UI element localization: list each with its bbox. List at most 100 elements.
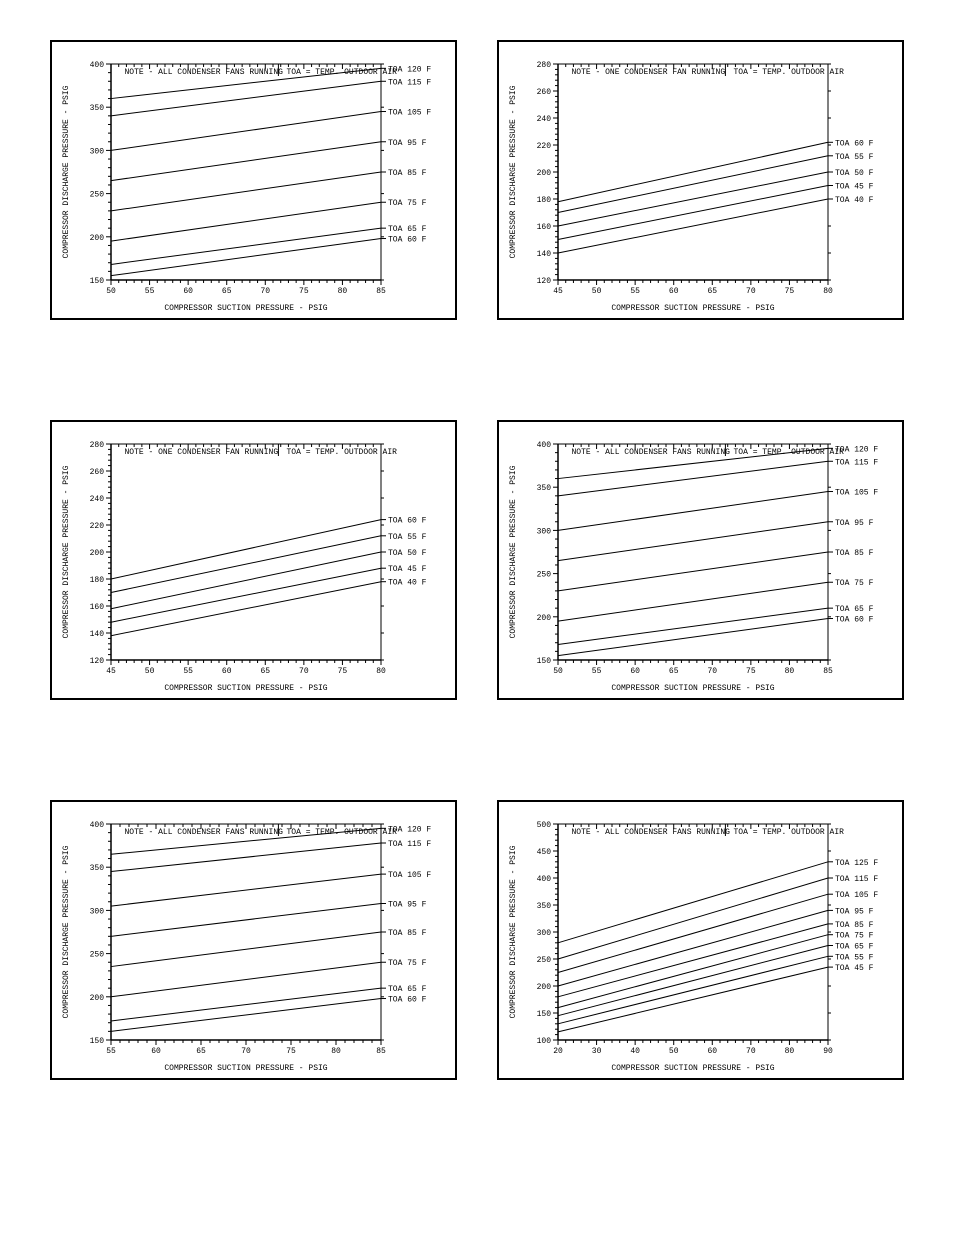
chart-toa-note: TOA = TEMP. OUTDOOR AIR bbox=[734, 68, 845, 77]
series-label: TOA 115 F bbox=[835, 458, 878, 467]
chart-note: NOTE - ALL CONDENSER FANS RUNNING bbox=[125, 828, 284, 837]
svg-text:20: 20 bbox=[553, 1047, 563, 1056]
series-line bbox=[111, 988, 381, 1021]
series-line bbox=[111, 172, 381, 211]
series-label: TOA 115 F bbox=[388, 840, 431, 849]
svg-text:45: 45 bbox=[106, 667, 116, 676]
series-label: TOA 40 F bbox=[388, 579, 427, 588]
svg-text:50: 50 bbox=[669, 1047, 679, 1056]
svg-text:80: 80 bbox=[331, 1047, 341, 1056]
svg-text:350: 350 bbox=[537, 902, 552, 911]
series-line bbox=[111, 112, 381, 151]
svg-text:400: 400 bbox=[90, 821, 105, 830]
chart-note: NOTE - ALL CONDENSER FANS RUNNING bbox=[125, 68, 284, 77]
series-label: TOA 115 F bbox=[835, 875, 878, 884]
chart-note: NOTE - ONE CONDENSER FAN RUNNING bbox=[572, 68, 726, 77]
svg-text:180: 180 bbox=[90, 576, 105, 585]
svg-text:80: 80 bbox=[785, 667, 795, 676]
series-label: TOA 95 F bbox=[388, 900, 427, 909]
series-label: TOA 85 F bbox=[835, 921, 874, 930]
y-axis-label: COMPRESSOR DISCHARGE PRESSURE - PSIG bbox=[62, 465, 71, 638]
series-line bbox=[111, 520, 381, 579]
svg-text:75: 75 bbox=[286, 1047, 296, 1056]
svg-text:85: 85 bbox=[823, 667, 833, 676]
series-line bbox=[111, 582, 381, 636]
svg-text:60: 60 bbox=[183, 287, 193, 296]
series-line bbox=[558, 619, 828, 656]
svg-text:50: 50 bbox=[106, 287, 116, 296]
series-label: TOA 60 F bbox=[388, 236, 427, 245]
series-line bbox=[111, 962, 381, 997]
series-label: TOA 85 F bbox=[388, 929, 427, 938]
series-line bbox=[558, 172, 828, 226]
series-line bbox=[111, 932, 381, 967]
svg-text:80: 80 bbox=[785, 1047, 795, 1056]
chart-svg: 2030405060708090100150200250300350400450… bbox=[503, 806, 898, 1074]
series-label: TOA 95 F bbox=[388, 139, 427, 148]
x-axis-label: COMPRESSOR SUCTION PRESSURE - PSIG bbox=[611, 1064, 774, 1073]
svg-text:220: 220 bbox=[537, 142, 552, 151]
y-axis-label: COMPRESSOR DISCHARGE PRESSURE - PSIG bbox=[62, 85, 71, 258]
chart-note: NOTE - ALL CONDENSER FANS RUNNING bbox=[572, 448, 731, 457]
svg-text:400: 400 bbox=[537, 875, 552, 884]
series-line bbox=[558, 935, 828, 1008]
svg-text:55: 55 bbox=[145, 287, 155, 296]
svg-text:60: 60 bbox=[630, 667, 640, 676]
series-label: TOA 65 F bbox=[388, 985, 427, 994]
svg-text:75: 75 bbox=[785, 287, 795, 296]
svg-text:200: 200 bbox=[537, 614, 552, 623]
svg-text:150: 150 bbox=[90, 1037, 105, 1046]
svg-text:65: 65 bbox=[260, 667, 270, 676]
chart-svg: 4550556065707580120140160180200220240260… bbox=[503, 46, 898, 314]
chart-svg: 5055606570758085150200250300350400TOA 12… bbox=[503, 426, 898, 694]
svg-text:240: 240 bbox=[90, 495, 105, 504]
x-axis-label: COMPRESSOR SUCTION PRESSURE - PSIG bbox=[611, 684, 774, 693]
svg-text:300: 300 bbox=[90, 147, 105, 156]
series-label: TOA 60 F bbox=[835, 616, 874, 625]
series-label: TOA 105 F bbox=[388, 109, 431, 118]
series-label: TOA 65 F bbox=[835, 943, 874, 952]
svg-text:60: 60 bbox=[669, 287, 679, 296]
series-label: TOA 60 F bbox=[388, 517, 427, 526]
svg-text:200: 200 bbox=[90, 994, 105, 1003]
y-axis-label: COMPRESSOR DISCHARGE PRESSURE - PSIG bbox=[509, 85, 518, 258]
svg-text:50: 50 bbox=[145, 667, 155, 676]
series-label: TOA 75 F bbox=[388, 199, 427, 208]
series-line bbox=[558, 492, 828, 531]
series-line bbox=[558, 552, 828, 591]
chart-svg: 5055606570758085150200250300350400TOA 12… bbox=[56, 46, 451, 314]
series-line bbox=[558, 967, 828, 1032]
svg-text:90: 90 bbox=[823, 1047, 833, 1056]
chart-toa-note: TOA = TEMP. OUTDOOR AIR bbox=[734, 448, 845, 457]
svg-text:70: 70 bbox=[241, 1047, 251, 1056]
svg-text:60: 60 bbox=[707, 1047, 717, 1056]
svg-text:65: 65 bbox=[196, 1047, 206, 1056]
x-axis-label: COMPRESSOR SUCTION PRESSURE - PSIG bbox=[164, 304, 327, 313]
series-line bbox=[111, 142, 381, 181]
svg-text:70: 70 bbox=[299, 667, 309, 676]
chart-toa-note: TOA = TEMP. OUTDOOR AIR bbox=[287, 68, 398, 77]
series-line bbox=[111, 999, 381, 1032]
chart-panel-1: 5055606570758085150200250300350400TOA 12… bbox=[50, 40, 457, 320]
svg-text:220: 220 bbox=[90, 522, 105, 531]
svg-text:140: 140 bbox=[537, 250, 552, 259]
series-label: TOA 40 F bbox=[835, 196, 874, 205]
svg-text:120: 120 bbox=[537, 277, 552, 286]
series-label: TOA 85 F bbox=[835, 549, 874, 558]
svg-text:400: 400 bbox=[90, 61, 105, 70]
chart-note: NOTE - ALL CONDENSER FANS RUNNING bbox=[572, 828, 731, 837]
series-label: TOA 95 F bbox=[835, 519, 874, 528]
series-label: TOA 55 F bbox=[835, 953, 874, 962]
series-label: TOA 75 F bbox=[388, 959, 427, 968]
series-line bbox=[558, 522, 828, 561]
series-line bbox=[111, 843, 381, 872]
series-label: TOA 75 F bbox=[835, 932, 874, 941]
chart-panel-3: 4550556065707580120140160180200220240260… bbox=[50, 420, 457, 700]
series-label: TOA 45 F bbox=[835, 183, 874, 192]
svg-text:250: 250 bbox=[537, 956, 552, 965]
svg-text:180: 180 bbox=[537, 196, 552, 205]
series-line bbox=[558, 156, 828, 213]
x-axis-label: COMPRESSOR SUCTION PRESSURE - PSIG bbox=[611, 304, 774, 313]
chart-note: NOTE - ONE CONDENSER FAN RUNNING bbox=[125, 448, 279, 457]
chart-toa-note: TOA = TEMP. OUTDOOR AIR bbox=[287, 448, 398, 457]
